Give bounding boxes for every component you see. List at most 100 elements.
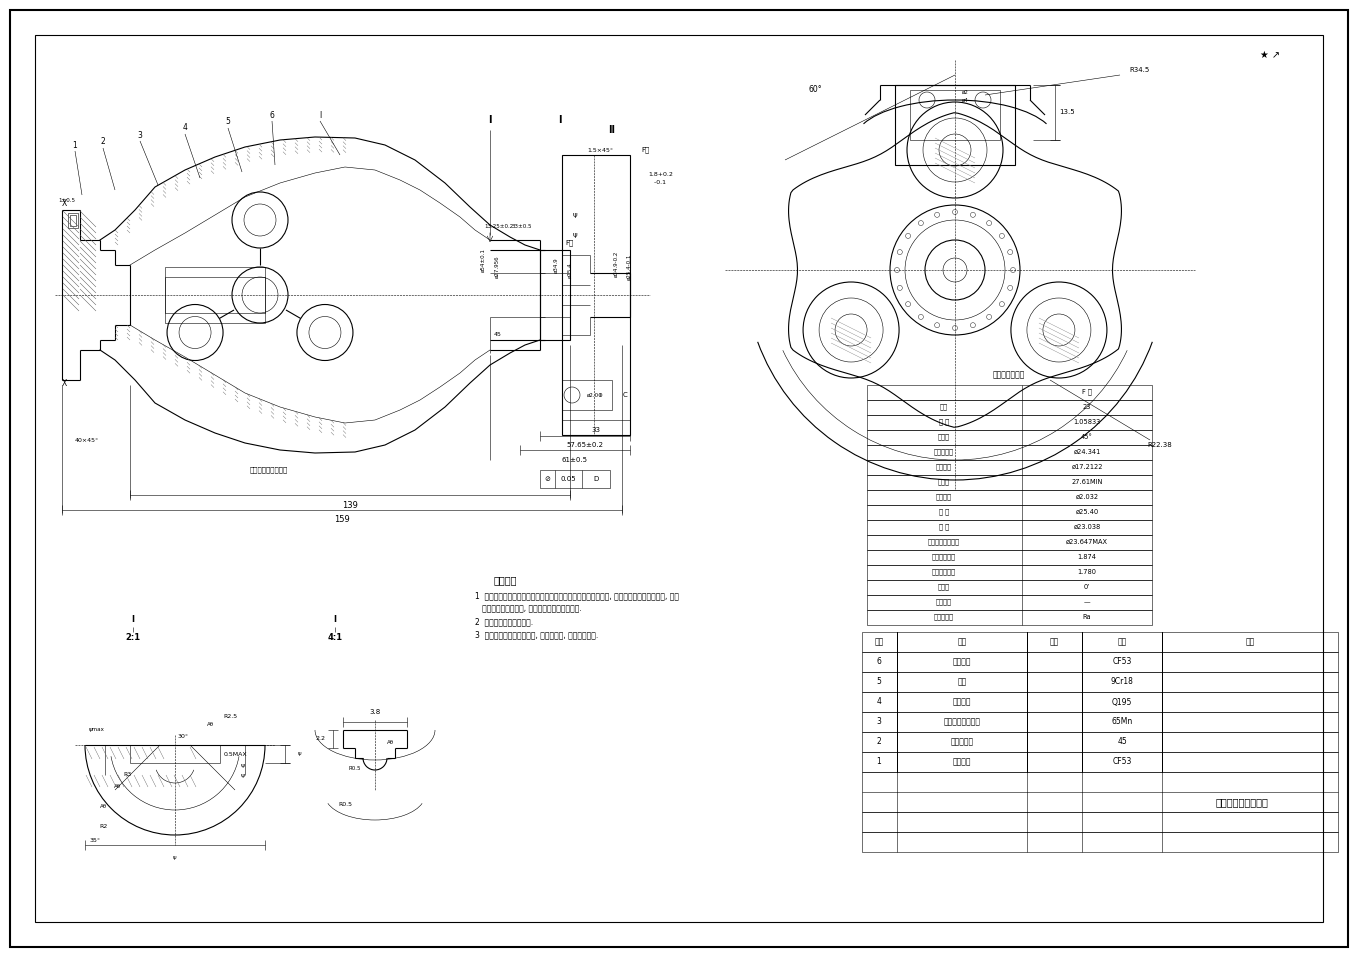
Text: 3.8: 3.8 [369, 709, 380, 715]
Text: 材料: 材料 [1118, 637, 1127, 647]
Text: 销形外壳: 销形外壳 [953, 758, 971, 767]
Text: 1  各金属件表面不允许有毛刺、锈迹、折叠、裂纹、锈蚀等缺陷, 加工表面不允许有碰磕伤, 非加: 1 各金属件表面不允许有毛刺、锈迹、折叠、裂纹、锈蚀等缺陷, 加工表面不允许有碰… [475, 591, 679, 600]
Text: 0’: 0’ [1084, 584, 1090, 590]
Text: X: X [62, 198, 68, 208]
Text: 0.05: 0.05 [561, 476, 576, 482]
Text: ψ: ψ [573, 232, 577, 238]
Text: 最小来样齿率: 最小来样齿率 [932, 568, 956, 575]
Text: 23: 23 [1082, 404, 1092, 410]
Bar [866, 460, 1152, 475]
Text: 139: 139 [342, 501, 359, 509]
Bar [862, 632, 1338, 652]
Bar [866, 595, 1152, 610]
Text: —: — [1084, 599, 1090, 605]
Text: I: I [334, 615, 337, 625]
Text: 滚柱直径: 滚柱直径 [936, 494, 952, 501]
Text: 30°: 30° [178, 735, 189, 740]
Text: 3: 3 [137, 130, 143, 140]
Bar [862, 672, 1338, 692]
Text: 2: 2 [100, 138, 106, 146]
Text: 螺旋角: 螺旋角 [938, 584, 951, 590]
Text: 27.61MIN: 27.61MIN [1071, 479, 1103, 485]
Text: 4: 4 [876, 698, 881, 706]
Bar [862, 692, 1338, 712]
Text: ψ: ψ [174, 855, 177, 859]
Text: 159: 159 [334, 516, 350, 524]
Text: CF53: CF53 [1112, 758, 1131, 767]
Bar [862, 772, 1338, 812]
Text: 1: 1 [72, 141, 77, 149]
Text: ψmax: ψmax [90, 727, 105, 732]
Text: 45: 45 [494, 332, 502, 338]
Text: 1.8+0.2: 1.8+0.2 [648, 172, 672, 177]
Text: 备注: 备注 [1245, 637, 1255, 647]
Text: 5: 5 [225, 118, 231, 126]
Text: 65Mn: 65Mn [1111, 718, 1133, 726]
Bar [862, 712, 1338, 732]
Text: ★ ↗: ★ ↗ [1260, 50, 1281, 60]
Text: ø17.2122: ø17.2122 [1071, 464, 1103, 470]
Text: D: D [593, 476, 599, 482]
Bar [866, 520, 1152, 535]
Text: Aθ: Aθ [206, 723, 213, 727]
Text: ø25.40: ø25.40 [1076, 509, 1099, 515]
Text: ø24.341: ø24.341 [1073, 449, 1100, 455]
Text: I: I [558, 115, 562, 125]
Text: 35°: 35° [90, 837, 100, 842]
Text: I: I [132, 615, 134, 625]
Bar [866, 550, 1152, 565]
Text: 最大作用齿率: 最大作用齿率 [932, 554, 956, 560]
Text: ø27.956: ø27.956 [494, 256, 500, 278]
Text: 序号: 序号 [875, 637, 884, 647]
Bar [540, 273, 570, 317]
Text: ø4: ø4 [961, 98, 968, 102]
Text: 名称: 名称 [957, 637, 967, 647]
Bar [895, 85, 1014, 165]
Text: 模 数: 模 数 [938, 419, 949, 425]
Bar [166, 267, 265, 323]
Bar [866, 610, 1152, 625]
Text: 1±0.5: 1±0.5 [58, 197, 76, 203]
Bar [866, 400, 1152, 415]
Text: Aθ: Aθ [387, 740, 394, 745]
Bar [910, 90, 999, 140]
Text: 4:1: 4:1 [327, 634, 342, 642]
Bar [68, 213, 77, 228]
Text: R2.5: R2.5 [223, 715, 238, 720]
Bar [71, 215, 76, 226]
Text: ø34.9-0.2: ø34.9-0.2 [614, 251, 618, 278]
Bar [862, 812, 1338, 832]
Text: 2  表面处理层不允许掉块.: 2 表面处理层不允许掉块. [475, 617, 534, 627]
Text: 33±0.5: 33±0.5 [512, 225, 532, 230]
Bar [862, 652, 1338, 672]
Text: 工表面应除锈氧化皮, 外露的表面应涂覆防锈剂.: 工表面应除锈氧化皮, 外露的表面应涂覆防锈剂. [475, 605, 581, 613]
Text: ø23.647MAX: ø23.647MAX [1066, 539, 1108, 545]
Text: ø34.9: ø34.9 [554, 257, 558, 273]
Bar [866, 415, 1152, 430]
Text: Q195: Q195 [1112, 698, 1133, 706]
Text: II: II [608, 125, 615, 135]
Text: ø54±0.1: ø54±0.1 [481, 248, 486, 272]
Text: 6: 6 [876, 657, 881, 666]
Bar [866, 475, 1152, 490]
Text: 9Cr18: 9Cr18 [1111, 678, 1134, 686]
Text: 45°: 45° [1081, 434, 1093, 440]
Text: ø2.032: ø2.032 [1076, 494, 1099, 500]
Text: ψ: ψ [299, 751, 301, 756]
Text: 大 号: 大 号 [938, 509, 949, 515]
Text: R3: R3 [122, 772, 132, 777]
Text: Aθ: Aθ [99, 805, 106, 810]
Bar [862, 752, 1338, 772]
Bar [866, 385, 1152, 400]
Text: I: I [319, 110, 320, 120]
Text: 技术条件: 技术条件 [493, 575, 517, 585]
Text: 45: 45 [1118, 738, 1127, 746]
Text: 2.2: 2.2 [315, 737, 325, 742]
Text: 6: 6 [269, 110, 274, 120]
Text: 滚针: 滚针 [957, 678, 967, 686]
Text: 齿数: 齿数 [940, 404, 948, 411]
Text: ø25.4: ø25.4 [568, 262, 573, 278]
Text: 齿种数: 齿种数 [938, 478, 951, 485]
Text: 滚开链齿槽圆直径: 滚开链齿槽圆直径 [928, 539, 960, 545]
Text: ø2.0⊕: ø2.0⊕ [587, 392, 603, 397]
